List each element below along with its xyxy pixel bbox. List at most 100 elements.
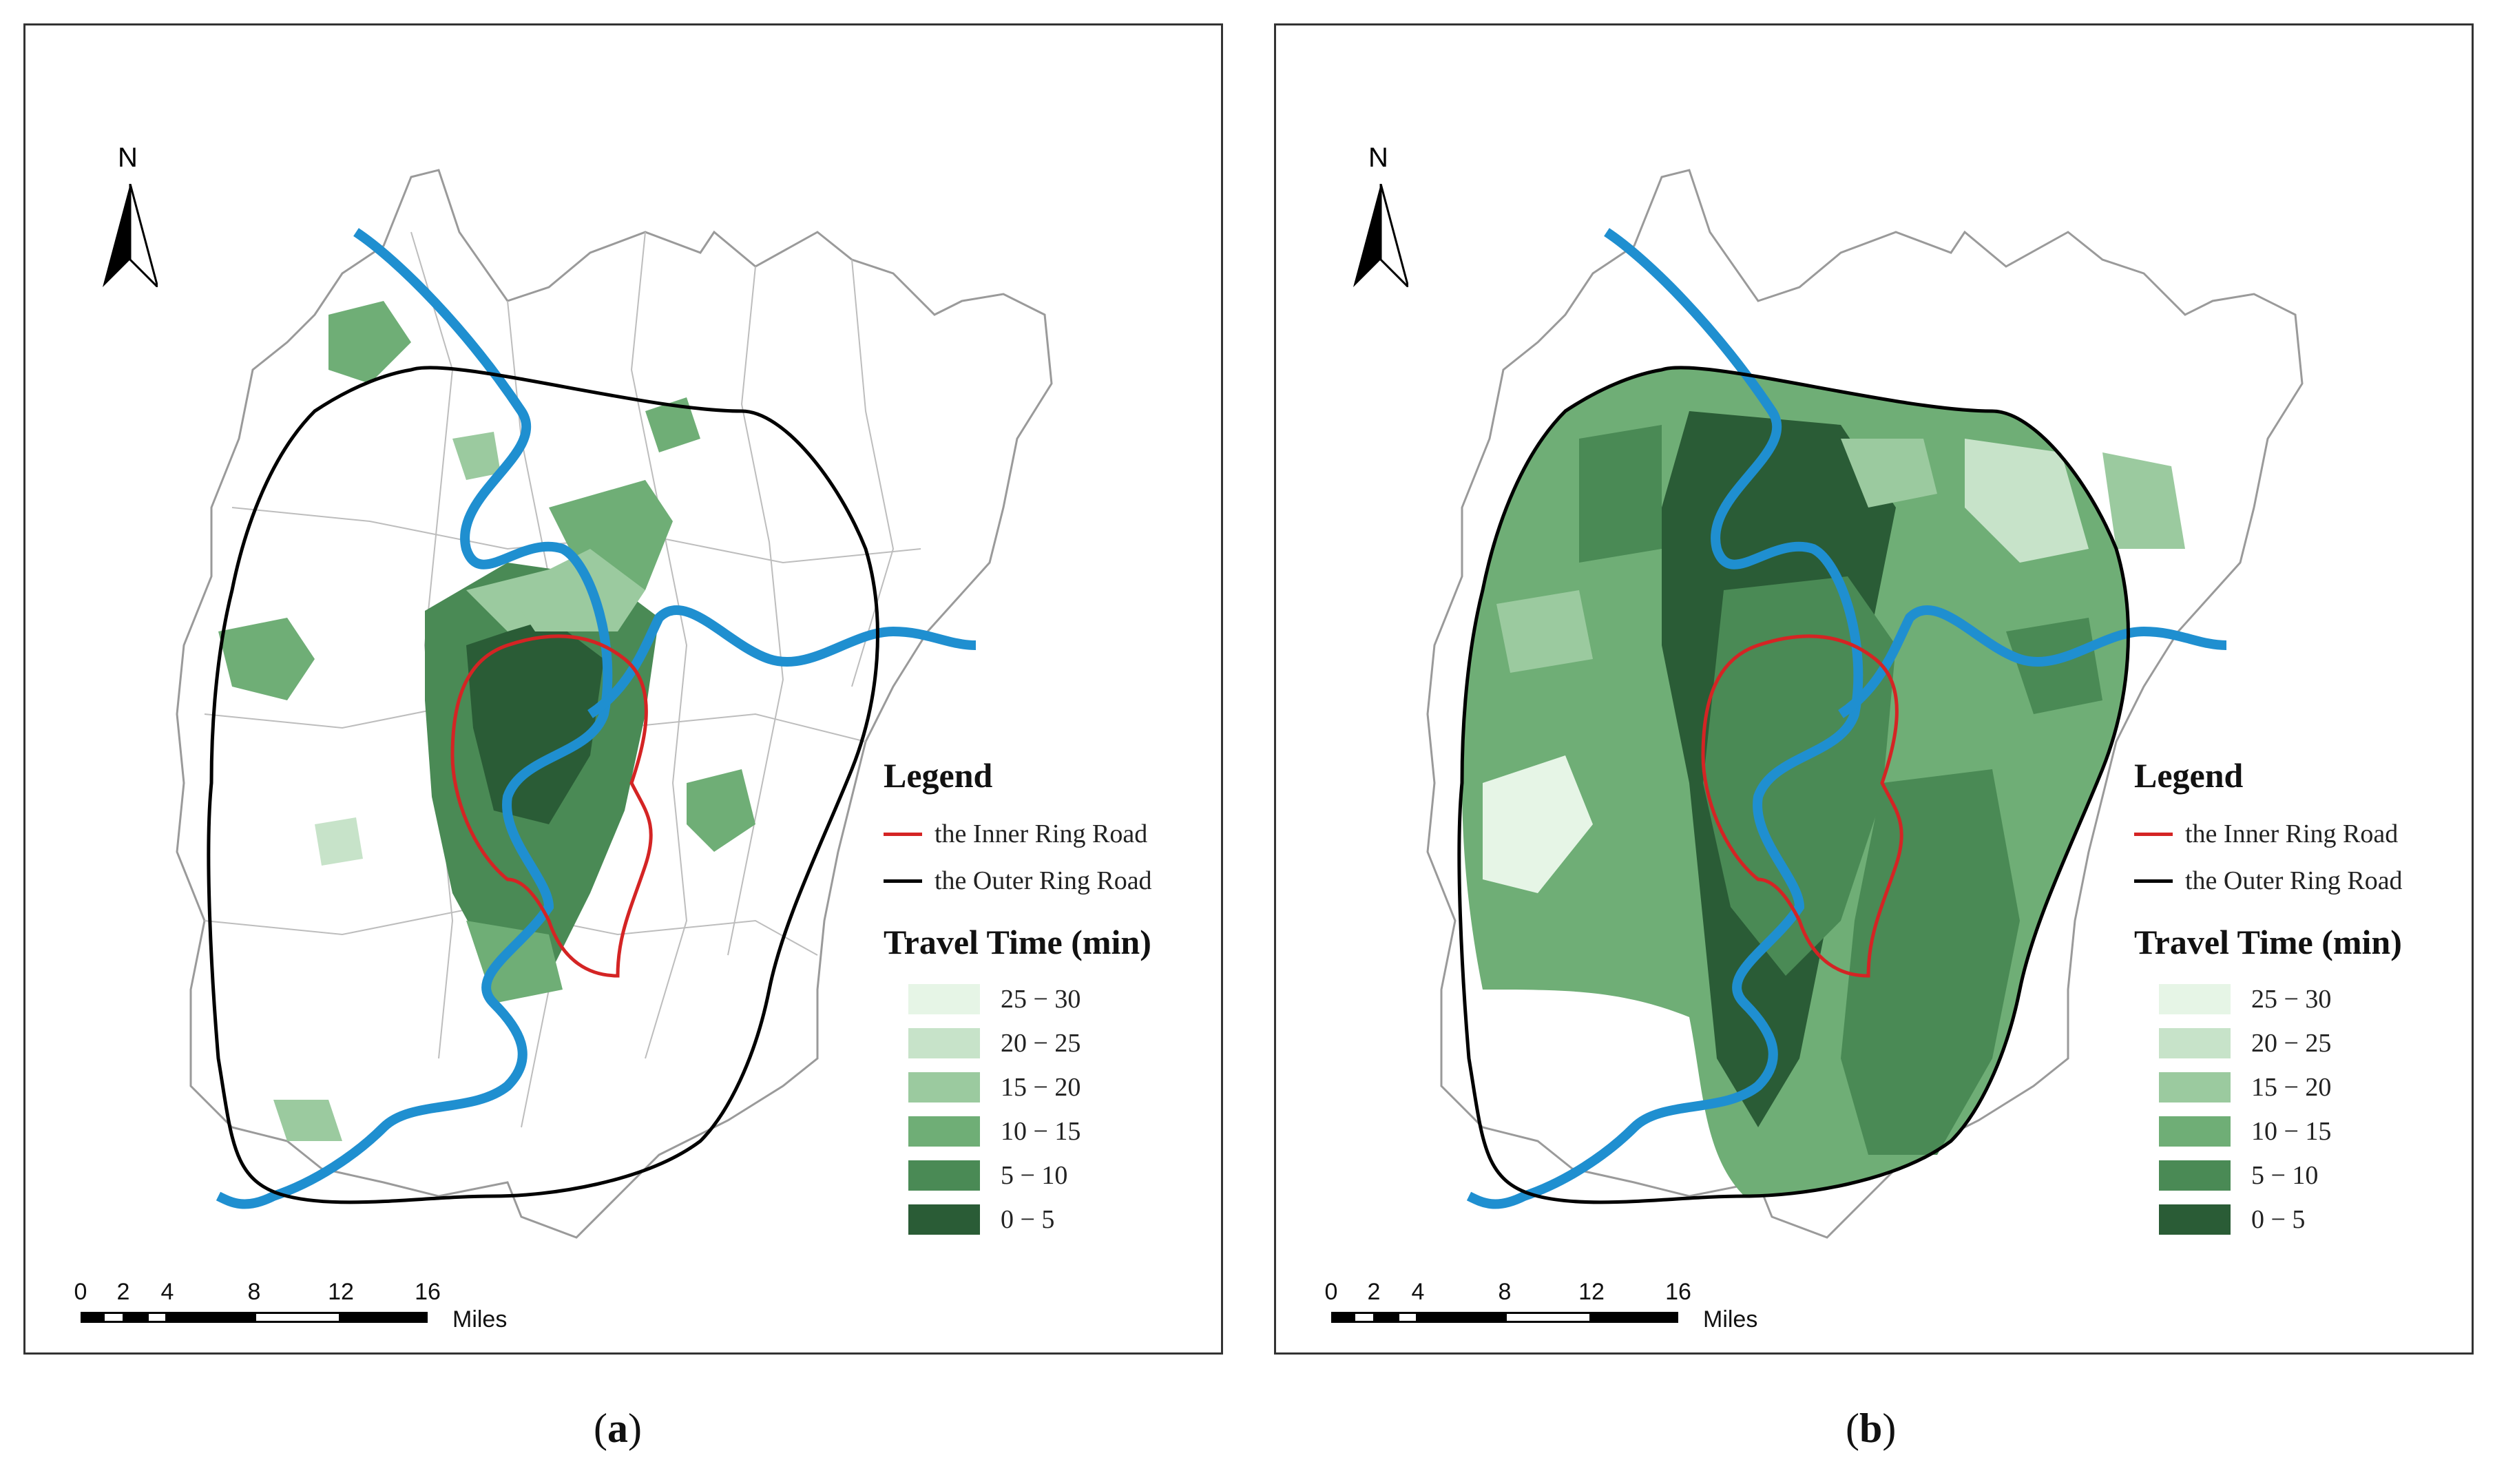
legend-class: 20 − 25 — [2134, 1021, 2465, 1065]
scale-segment — [125, 1312, 147, 1323]
scale-segment — [81, 1312, 103, 1323]
scale-bar: 0 2 4 8 12 16 Miles — [1325, 1279, 1772, 1341]
scale-tick: 0 — [74, 1279, 87, 1305]
scale-tick: 2 — [116, 1279, 130, 1305]
legend-class: 15 − 20 — [884, 1065, 1214, 1109]
legend-item-inner-ring: the Inner Ring Road — [2134, 811, 2465, 857]
north-arrow-icon — [103, 184, 158, 287]
legend-item-label: the Outer Ring Road — [935, 866, 1152, 895]
river — [216, 228, 613, 1209]
scale-bar: 0 2 4 8 12 16 Miles — [74, 1279, 521, 1341]
inner-ring-road — [1701, 634, 1903, 978]
outer-ring-road — [1457, 366, 2130, 1204]
inner-ring-road — [450, 634, 653, 978]
scale-tick: 16 — [415, 1279, 441, 1305]
legend: Legend the Inner Ring Road the Outer Rin… — [2134, 755, 2465, 1242]
class-label: 10 − 15 — [2251, 1117, 2332, 1146]
class-label: 5 − 10 — [1001, 1161, 1068, 1190]
scale-segment — [103, 1312, 125, 1323]
travel-time-surface-a — [218, 301, 755, 1141]
scale-tick: 12 — [328, 1279, 354, 1305]
scale-unit: Miles — [452, 1306, 508, 1333]
legend-class: 5 − 10 — [2134, 1153, 2465, 1198]
scale-segment — [1331, 1312, 1353, 1323]
river-tributary — [1838, 605, 2227, 718]
caption-letter: a — [607, 1405, 628, 1451]
north-arrow: N — [1353, 143, 1408, 287]
river — [1466, 228, 1864, 1209]
scale-segment — [1591, 1312, 1678, 1323]
scale-segment — [1418, 1312, 1505, 1323]
caption-letter: b — [1859, 1405, 1883, 1451]
travel-time-legend-title: Travel Time (min) — [884, 923, 1151, 961]
legend-title: Legend — [2134, 756, 2244, 795]
scale-tick: 2 — [1367, 1279, 1381, 1305]
class-label: 15 − 20 — [1001, 1073, 1081, 1102]
legend-class: 0 − 5 — [884, 1198, 1214, 1242]
class-swatch — [908, 1204, 980, 1235]
outer-ring-road — [207, 366, 879, 1204]
class-swatch — [2159, 1204, 2231, 1235]
legend-item-outer-ring: the Outer Ring Road — [2134, 857, 2465, 904]
scale-tick: 8 — [1498, 1279, 1512, 1305]
class-label: 10 − 15 — [1001, 1117, 1081, 1146]
class-label: 0 − 5 — [1001, 1205, 1055, 1234]
legend-item-inner-ring: the Inner Ring Road — [884, 811, 1214, 857]
class-label: 15 − 20 — [2251, 1073, 2332, 1102]
inner-ring-swatch — [2134, 832, 2173, 836]
legend-class: 25 − 30 — [884, 977, 1214, 1021]
scale-tick: 16 — [1665, 1279, 1691, 1305]
class-swatch — [908, 1116, 980, 1147]
legend-title: Legend — [884, 756, 993, 795]
map-panel-a: N Legend the Inner Ring Road the Outer R… — [23, 23, 1223, 1355]
map-canvas-b — [1426, 169, 2304, 1239]
legend-class: 0 − 5 — [2134, 1198, 2465, 1242]
class-swatch — [2159, 984, 2231, 1014]
class-label: 0 − 5 — [2251, 1205, 2306, 1234]
scale-segment — [1375, 1312, 1397, 1323]
legend-class: 20 − 25 — [884, 1021, 1214, 1065]
scale-segment — [1397, 1312, 1418, 1323]
scale-tick: 8 — [247, 1279, 261, 1305]
legend-item-label: the Inner Ring Road — [2185, 819, 2399, 848]
class-label: 25 − 30 — [2251, 985, 2332, 1014]
scale-unit: Miles — [1703, 1306, 1758, 1333]
legend-item-label: the Inner Ring Road — [935, 819, 1148, 848]
class-label: 20 − 25 — [1001, 1029, 1081, 1058]
scale-segment — [1353, 1312, 1375, 1323]
legend-class: 10 − 15 — [2134, 1109, 2465, 1153]
caption-b: (b) — [1846, 1405, 1897, 1451]
legend: Legend the Inner Ring Road the Outer Rin… — [884, 755, 1214, 1242]
outer-ring-swatch — [2134, 879, 2173, 883]
scale-segment — [1505, 1312, 1591, 1323]
scale-segment — [167, 1312, 254, 1323]
inner-ring-swatch — [884, 832, 922, 836]
scale-tick: 0 — [1324, 1279, 1338, 1305]
class-swatch — [908, 1028, 980, 1058]
north-label: N — [1368, 143, 1388, 173]
river-tributary — [587, 605, 977, 718]
caption-a: (a) — [594, 1405, 642, 1451]
scale-segment — [147, 1312, 167, 1323]
scale-segment — [341, 1312, 428, 1323]
class-label: 20 − 25 — [2251, 1029, 2332, 1058]
scale-tick: 12 — [1578, 1279, 1605, 1305]
outer-ring-swatch — [884, 879, 922, 883]
class-label: 25 − 30 — [1001, 985, 1081, 1014]
legend-class: 5 − 10 — [884, 1153, 1214, 1198]
travel-time-surface-b — [1462, 367, 2185, 1196]
class-swatch — [908, 984, 980, 1014]
class-label: 5 − 10 — [2251, 1161, 2319, 1190]
scale-tick: 4 — [160, 1279, 174, 1305]
legend-item-outer-ring: the Outer Ring Road — [884, 857, 1214, 904]
class-swatch — [908, 1160, 980, 1191]
class-swatch — [908, 1072, 980, 1102]
legend-class: 25 − 30 — [2134, 977, 2465, 1021]
north-arrow-icon — [1353, 184, 1408, 287]
class-swatch — [2159, 1116, 2231, 1147]
travel-time-legend-title: Travel Time (min) — [2134, 923, 2402, 961]
class-swatch — [2159, 1160, 2231, 1191]
north-arrow: N — [103, 143, 158, 287]
class-swatch — [2159, 1072, 2231, 1102]
legend-class: 10 − 15 — [884, 1109, 1214, 1153]
